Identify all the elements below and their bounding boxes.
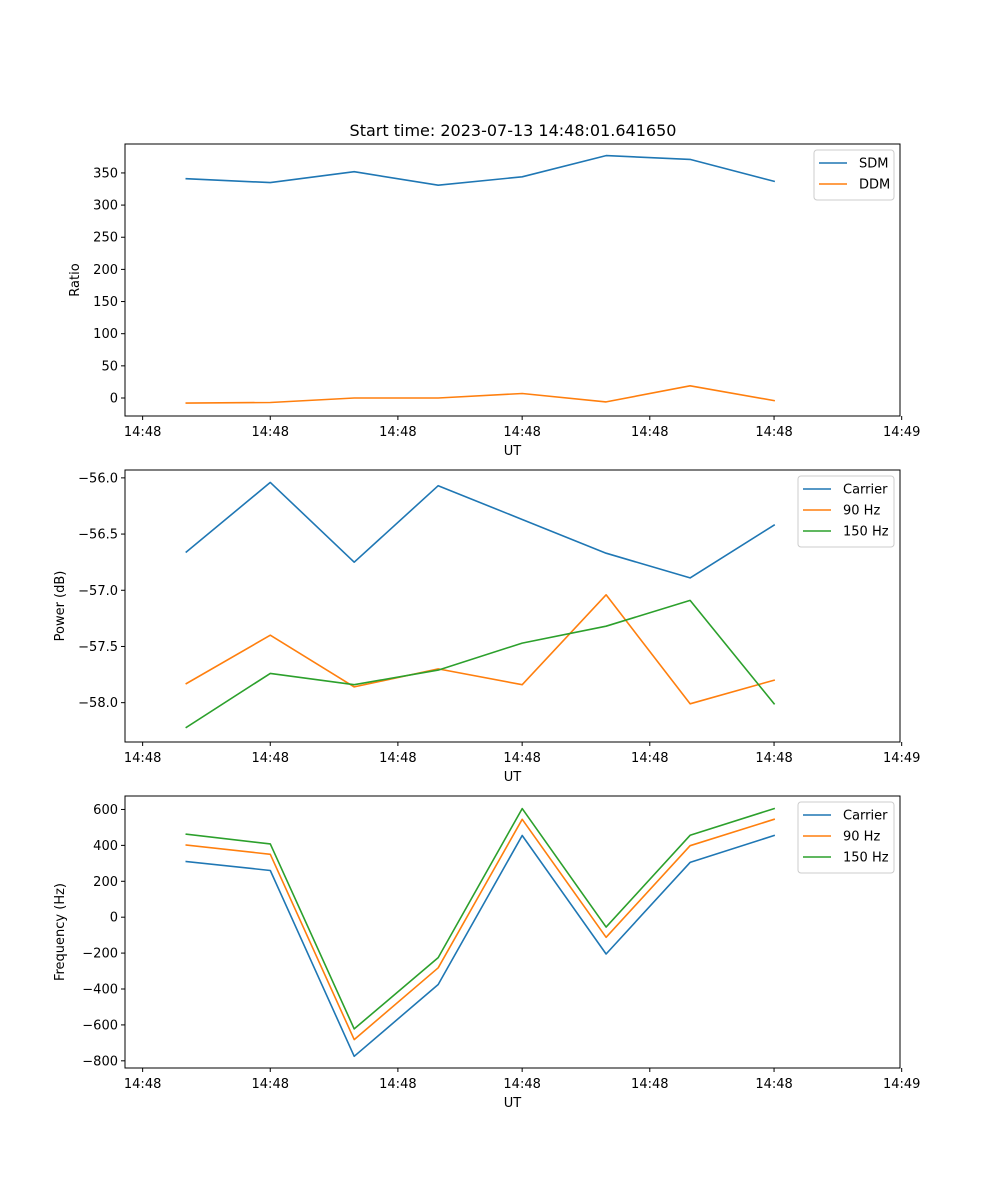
y-axis-label: Ratio: [68, 263, 83, 296]
legend-box: [797, 475, 895, 548]
y-tick-label: 350: [93, 166, 118, 181]
x-tick-label: 14:48: [755, 751, 792, 766]
y-tick-label: −600: [82, 1018, 118, 1033]
x-tick-label: 14:48: [503, 425, 540, 440]
y-tick-label: −200: [82, 947, 118, 962]
y-tick-label: −57.5: [78, 640, 118, 655]
x-tick-label: 14:48: [124, 1077, 161, 1092]
x-tick-label: 14:48: [379, 1077, 416, 1092]
x-tick-label: 14:49: [883, 751, 920, 766]
series-line-ddm: [185, 384, 776, 404]
series-line-sdm: [185, 154, 776, 186]
x-tick-label: 14:48: [252, 751, 289, 766]
x-tick-label: 14:48: [124, 425, 161, 440]
x-tick-label: 14:48: [379, 751, 416, 766]
x-tick-label: 14:48: [252, 1077, 289, 1092]
y-axis-label: Frequency (Hz): [53, 883, 68, 981]
y-tick-label: −56.0: [78, 471, 118, 486]
x-tick-label: 14:48: [755, 1077, 792, 1092]
x-tick-label: 14:48: [631, 1077, 668, 1092]
legend-label-carrier: Carrier: [843, 483, 888, 498]
x-tick-label: 14:49: [883, 1077, 920, 1092]
legend-label-150-hz: 150 Hz: [843, 851, 889, 866]
legend-label-90-hz: 90 Hz: [843, 504, 880, 519]
y-tick-label: 200: [93, 263, 118, 278]
y-tick-label: 400: [93, 839, 118, 854]
subplot-1: 0 50 100 150 200 250 300 350 14:48 14:48 14:48 14:4…: [68, 143, 920, 459]
x-tick-label: 14:48: [252, 425, 289, 440]
y-tick-label: 600: [93, 803, 118, 818]
x-tick-label: 14:48: [503, 1077, 540, 1092]
x-tick-label: 14:48: [631, 751, 668, 766]
x-tick-label: 14:48: [755, 425, 792, 440]
y-tick-label: 150: [93, 295, 118, 310]
axes-frame: [124, 469, 901, 743]
legend-label-sdm: SDM: [859, 157, 888, 172]
legend-box: [797, 801, 895, 874]
legend: SDM DDM: [813, 149, 895, 201]
legend-label-150-hz: 150 Hz: [843, 525, 889, 540]
legend: Carrier 90 Hz 150 Hz: [797, 801, 895, 874]
x-axis-label: UT: [504, 1096, 522, 1111]
series-line-90-hz: [185, 818, 776, 1041]
series-line-carrier: [185, 834, 776, 1058]
y-tick-label: −800: [82, 1054, 118, 1069]
subplot-3: −800 −600 −400 −200 0 200 400 600 14:48 14:48 14:4…: [53, 795, 920, 1111]
y-axis-label: Power (dB): [53, 571, 68, 642]
series-line-150-hz: [185, 599, 776, 729]
y-tick-label: 50: [101, 359, 118, 374]
y-tick-label: −56.5: [78, 528, 118, 543]
y-tick-label: −400: [82, 983, 118, 998]
axes-frame: [124, 143, 901, 417]
series-line-150-hz: [185, 807, 776, 1030]
y-tick-label: −57.0: [78, 584, 118, 599]
legend-label-carrier: Carrier: [843, 809, 888, 824]
y-tick-label: 100: [93, 327, 118, 342]
x-tick-label: 14:49: [883, 425, 920, 440]
subplot-2: −58.0 −57.5 −57.0 −56.5 −56.0 14:48 14:48 14:48…: [53, 469, 920, 785]
x-tick-label: 14:48: [631, 425, 668, 440]
chart-title: Start time: 2023-07-13 14:48:01.641650: [350, 121, 677, 140]
legend-label-90-hz: 90 Hz: [843, 830, 880, 845]
x-axis-label: UT: [504, 770, 522, 785]
x-axis-label: UT: [504, 444, 522, 459]
y-tick-label: 300: [93, 199, 118, 214]
plots-container: 0 50 100 150 200 250 300 350 14:48 14:48 14:48 14:4…: [53, 143, 920, 1111]
legend-label-ddm: DDM: [859, 178, 890, 193]
x-tick-label: 14:48: [503, 751, 540, 766]
legend: Carrier 90 Hz 150 Hz: [797, 475, 895, 548]
y-tick-label: −58.0: [78, 696, 118, 711]
y-tick-label: 200: [93, 875, 118, 890]
y-tick-label: 0: [110, 911, 118, 926]
x-tick-label: 14:48: [124, 751, 161, 766]
series-line-90-hz: [185, 593, 776, 705]
series-line-carrier: [185, 481, 776, 579]
x-tick-label: 14:48: [379, 425, 416, 440]
axes-frame: [124, 795, 901, 1069]
y-tick-label: 250: [93, 231, 118, 246]
y-tick-label: 0: [110, 391, 118, 406]
